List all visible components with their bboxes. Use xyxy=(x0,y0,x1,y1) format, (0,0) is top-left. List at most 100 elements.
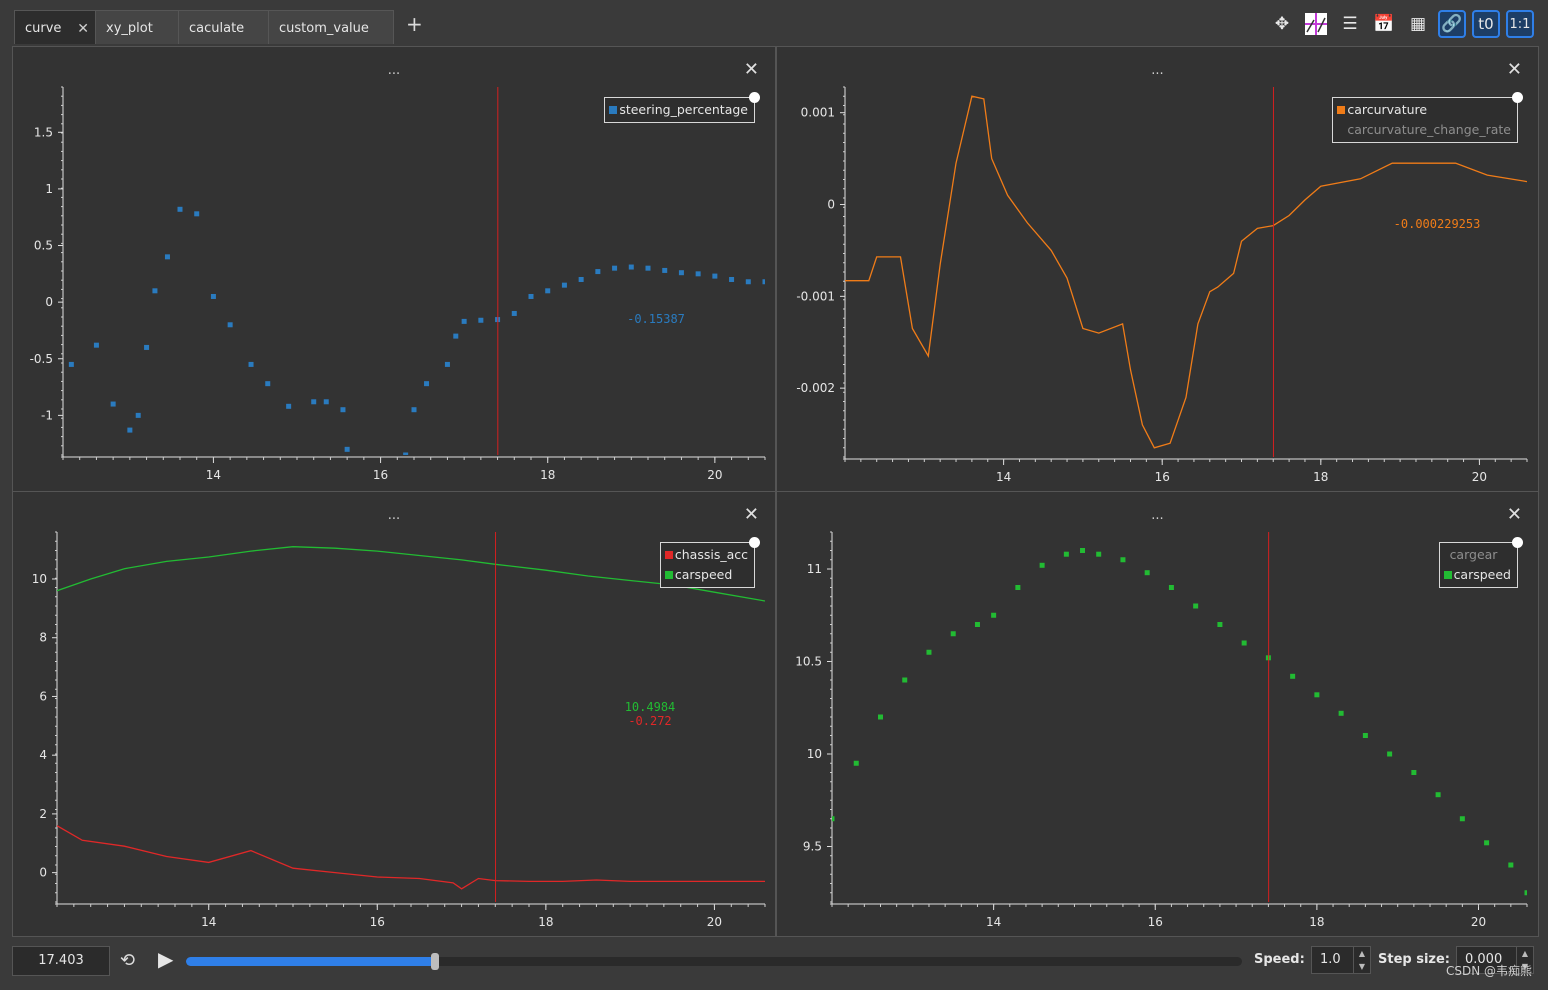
legend-handle[interactable] xyxy=(749,92,760,103)
panel-title: ... xyxy=(1151,63,1164,78)
ratio-icon[interactable]: 1:1 xyxy=(1506,10,1534,38)
data-point xyxy=(762,279,765,285)
plot-panel-bottom-left[interactable]: ... ✕ 0 2 4 6 8 10 14 16 18 20 chassis_acc carspe… xyxy=(12,491,776,937)
speed-label: Speed: xyxy=(1254,952,1305,967)
playback-bar: 17.403 ⟲ ▶ Speed: 1.0 ▲ ▼ Step size: 0.00… xyxy=(0,938,1548,990)
list-icon[interactable]: ☰ xyxy=(1342,14,1358,34)
data-point xyxy=(1120,557,1126,563)
data-point xyxy=(695,271,701,277)
legend-item-hidden[interactable]: cargear xyxy=(1449,547,1498,562)
legend[interactable]: steering_percentage xyxy=(604,92,760,123)
legend-item[interactable]: carspeed xyxy=(1443,565,1511,585)
legend-item[interactable]: chassis_acc xyxy=(664,545,748,565)
tab-label: xy_plot xyxy=(106,21,153,36)
panel-title: ... xyxy=(387,63,401,78)
x-tick-label: 16 xyxy=(373,468,388,482)
data-point xyxy=(1168,585,1174,590)
data-point xyxy=(578,276,584,282)
data-point xyxy=(127,427,133,433)
speed-input[interactable]: 1.0 ▲ ▼ xyxy=(1311,946,1371,974)
tab-xy-plot[interactable]: xy_plot xyxy=(95,10,181,44)
legend-handle[interactable] xyxy=(749,537,760,548)
x-tick-label: 18 xyxy=(538,915,553,929)
legend-swatch xyxy=(664,551,673,559)
legend-item-hidden[interactable]: carcurvature_change_rate xyxy=(1347,122,1511,137)
data-point xyxy=(68,361,74,367)
legend[interactable]: carcurvature carcurvature_change_rate xyxy=(1332,92,1523,143)
close-icon[interactable]: ✕ xyxy=(743,504,759,525)
data-point xyxy=(135,412,141,418)
time-offset-icon[interactable]: t0 xyxy=(1472,10,1500,38)
plot-canvas[interactable]: 0 2 4 6 8 10 14 16 18 20 xyxy=(13,492,777,938)
data-point xyxy=(926,649,932,655)
data-point xyxy=(286,403,292,409)
time-display[interactable]: 17.403 xyxy=(12,946,110,976)
legend-label: carcurvature xyxy=(1347,102,1428,117)
data-point xyxy=(1096,551,1102,557)
x-tick-label: 20 xyxy=(1471,915,1486,929)
slider-handle[interactable] xyxy=(431,953,440,970)
play-icon[interactable]: ▶ xyxy=(158,947,174,971)
y-tick-label: -0.002 xyxy=(796,381,835,395)
step-size-input[interactable]: 0.000 ▲ ▼ xyxy=(1456,946,1534,974)
spin-arrows-icon[interactable]: ▲ ▼ xyxy=(1353,947,1370,973)
data-point xyxy=(1063,551,1069,557)
legend[interactable]: cargear carspeed xyxy=(1438,537,1523,588)
legend-item[interactable]: carcurvature xyxy=(1337,100,1511,120)
legend-item[interactable]: steering_percentage xyxy=(609,100,748,120)
spin-arrows-icon[interactable]: ▲ ▼ xyxy=(1516,947,1533,973)
plot-panel-top-right[interactable]: ... ✕ -0.002 -0.001 0 0.001 14 16 18 20 carcurv… xyxy=(776,46,1539,492)
plot-area xyxy=(845,95,1527,449)
time-slider[interactable] xyxy=(186,953,1242,970)
grid-icon[interactable]: ▦ xyxy=(1409,14,1427,34)
close-icon[interactable]: ✕ xyxy=(1506,504,1522,525)
close-icon[interactable]: ✕ xyxy=(743,59,759,80)
data-point xyxy=(340,407,346,413)
plot-canvas[interactable]: -0.002 -0.001 0 0.001 14 16 18 20 xyxy=(777,47,1540,493)
layout-icon[interactable] xyxy=(1302,10,1330,38)
legend-item[interactable]: carspeed xyxy=(664,565,748,585)
plot-panel-bottom-right[interactable]: ... ✕ 9.5 10 10.5 11 14 16 18 20 cargear carspe… xyxy=(776,491,1539,937)
legend-handle[interactable] xyxy=(1512,537,1523,548)
loop-icon[interactable]: ⟲ xyxy=(120,950,136,971)
plot-area xyxy=(57,546,765,890)
legend[interactable]: chassis_acc carspeed xyxy=(659,537,760,588)
data-point xyxy=(344,446,350,452)
move-icon[interactable]: ✥ xyxy=(1274,14,1290,34)
plot-canvas[interactable]: -1 -0.5 0 0.5 1 1.5 14 16 18 20 xyxy=(13,47,777,493)
y-tick-label: 0 xyxy=(39,866,47,880)
x-tick-label: 20 xyxy=(1472,470,1487,484)
data-point xyxy=(461,318,467,324)
plot-panel-top-left[interactable]: ... ✕ -1 -0.5 0 0.5 1 1.5 14 16 18 20 steering_pe… xyxy=(12,46,776,492)
data-point xyxy=(1524,890,1527,896)
data-point xyxy=(265,381,271,387)
data-point xyxy=(545,288,551,294)
tab-curve[interactable]: curve ✕ xyxy=(14,10,96,44)
y-tick-label: 0.5 xyxy=(34,239,53,253)
data-point xyxy=(1015,585,1021,590)
close-icon[interactable]: ✕ xyxy=(77,21,89,37)
plot-canvas[interactable]: 9.5 10 10.5 11 14 16 18 20 xyxy=(777,492,1540,938)
tab-caculate[interactable]: caculate xyxy=(178,10,269,44)
x-tick-label: 18 xyxy=(1309,915,1324,929)
y-tick-label: 10 xyxy=(32,572,47,586)
legend-handle[interactable] xyxy=(1512,92,1523,103)
x-tick-label: 16 xyxy=(1148,915,1163,929)
x-tick-label: 16 xyxy=(370,915,385,929)
calendar-time-icon[interactable]: 📅 xyxy=(1373,14,1395,34)
tab-custom-value[interactable]: custom_value xyxy=(268,10,394,44)
close-icon[interactable]: ✕ xyxy=(1506,59,1522,80)
series-line xyxy=(57,825,765,890)
x-tick-label: 14 xyxy=(996,470,1011,484)
link-icon[interactable]: 🔗 xyxy=(1438,10,1466,38)
data-point xyxy=(678,270,684,276)
cursor-readout: -0.15387 xyxy=(627,312,685,326)
x-tick-label: 18 xyxy=(1313,470,1328,484)
legend-label: steering_percentage xyxy=(619,102,748,117)
data-point xyxy=(991,612,997,618)
cursor-readout: 10.4984 xyxy=(624,700,676,714)
data-point xyxy=(729,276,735,282)
add-tab-button[interactable]: + xyxy=(406,12,423,36)
data-point xyxy=(110,401,116,407)
y-tick-label: 0 xyxy=(45,295,53,309)
